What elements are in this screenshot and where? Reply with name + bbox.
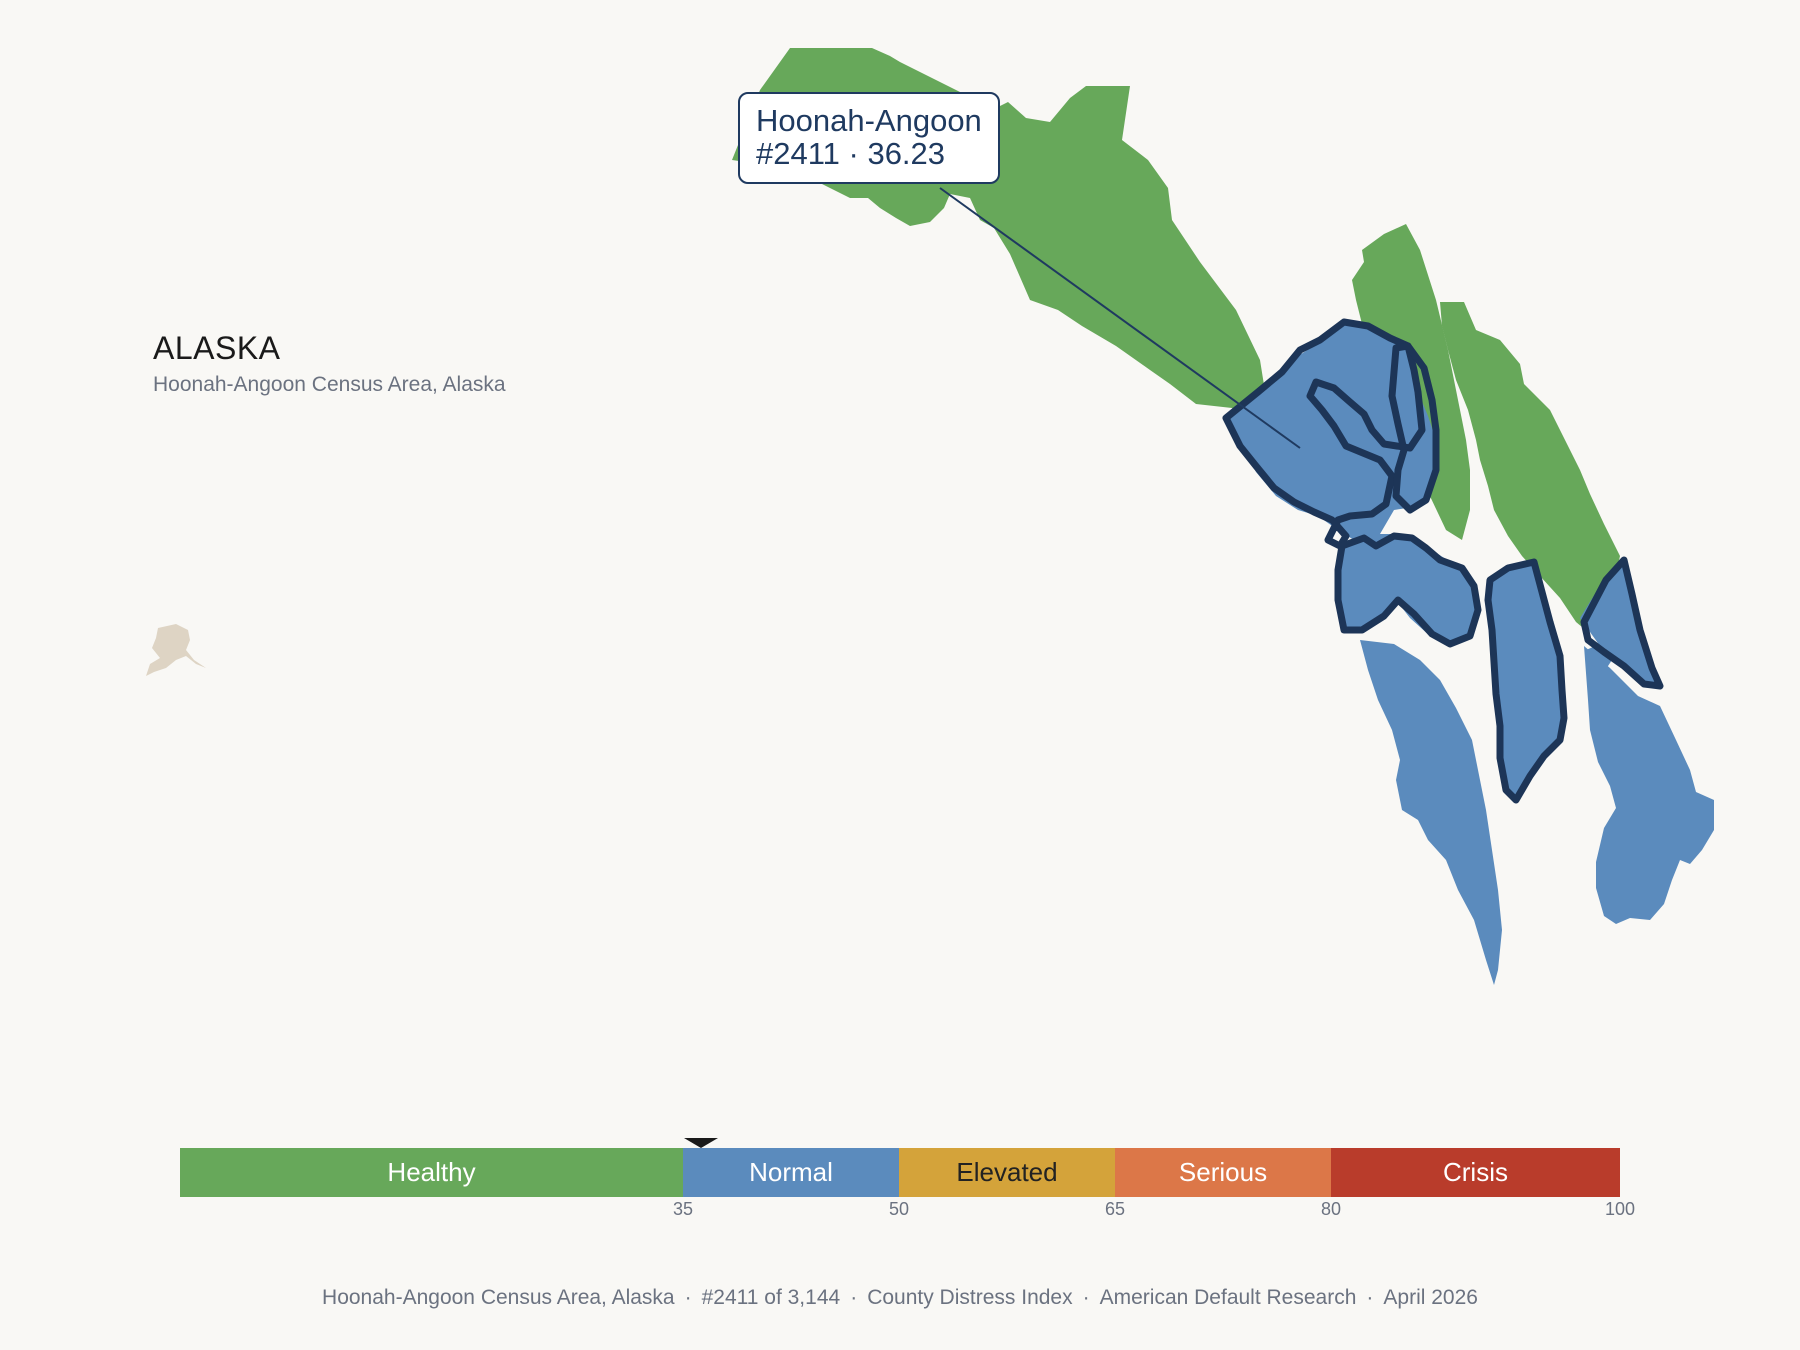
callout-rank-score: #2411 · 36.23 [756, 136, 946, 171]
region-juneau [1440, 302, 1620, 632]
legend-label-elevated: Elevated [956, 1157, 1058, 1187]
legend-tick-80: 80 [1320, 1199, 1342, 1219]
distress-legend: Healthy Normal Elevated Serious Crisis [180, 1148, 1620, 1197]
legend-tick-50: 50 [888, 1199, 910, 1219]
outline-admiralty [1484, 558, 1568, 804]
selected-county-outline [1222, 318, 1664, 804]
legend-tick-35: 35 [672, 1199, 694, 1219]
legend-serious: Serious [1115, 1148, 1331, 1197]
footer-rank: #2411 of 3,144 [701, 1286, 841, 1309]
footer-separator: · [1366, 1286, 1374, 1309]
state-title: ALASKA [153, 330, 281, 366]
footer-county: Hoonah-Angoon Census Area, Alaska [322, 1286, 675, 1309]
callout-county-name: Hoonah-Angoon [756, 103, 982, 138]
legend-crisis: Crisis [1331, 1148, 1620, 1197]
state-subtitle: Hoonah-Angoon Census Area, Alaska [153, 373, 506, 396]
footer: Hoonah-Angoon Census Area, Alaska · #2411 … [0, 1286, 1800, 1310]
region-hyder-area [1586, 644, 1612, 672]
outline-east-hoonah [1388, 342, 1440, 514]
footer-separator: · [850, 1286, 858, 1309]
legend-elevated: Elevated [899, 1148, 1115, 1197]
callout-leader-line [939, 187, 1301, 449]
county-callout: Hoonah-Angoon #2411 · 36.23 [738, 92, 1000, 184]
legend-tick-100: 100 [1604, 1199, 1636, 1219]
score-marker-icon [684, 1138, 718, 1148]
legend-label-healthy: Healthy [387, 1157, 476, 1187]
legend-label-normal: Normal [749, 1157, 833, 1187]
outline-chichagof [1222, 318, 1426, 550]
region-prince-of-wales [1360, 640, 1502, 985]
outline-east-angoon [1580, 556, 1664, 690]
legend-label-serious: Serious [1178, 1157, 1268, 1187]
footer-index: County Distress Index [867, 1286, 1073, 1309]
footer-separator: · [684, 1286, 692, 1309]
legend-healthy: Healthy [180, 1148, 683, 1197]
footer-separator: · [1082, 1286, 1090, 1309]
region-ketchikan [1584, 646, 1714, 924]
normal-regions [1228, 322, 1714, 985]
legend-normal: Normal [683, 1148, 899, 1197]
outline-baranof-north [1334, 532, 1482, 648]
footer-source: American Default Research [1099, 1286, 1357, 1309]
alaska-inset [146, 624, 206, 676]
legend-label-crisis: Crisis [1443, 1157, 1508, 1187]
legend-tick-65: 65 [1104, 1199, 1126, 1219]
footer-date: April 2026 [1383, 1286, 1478, 1309]
